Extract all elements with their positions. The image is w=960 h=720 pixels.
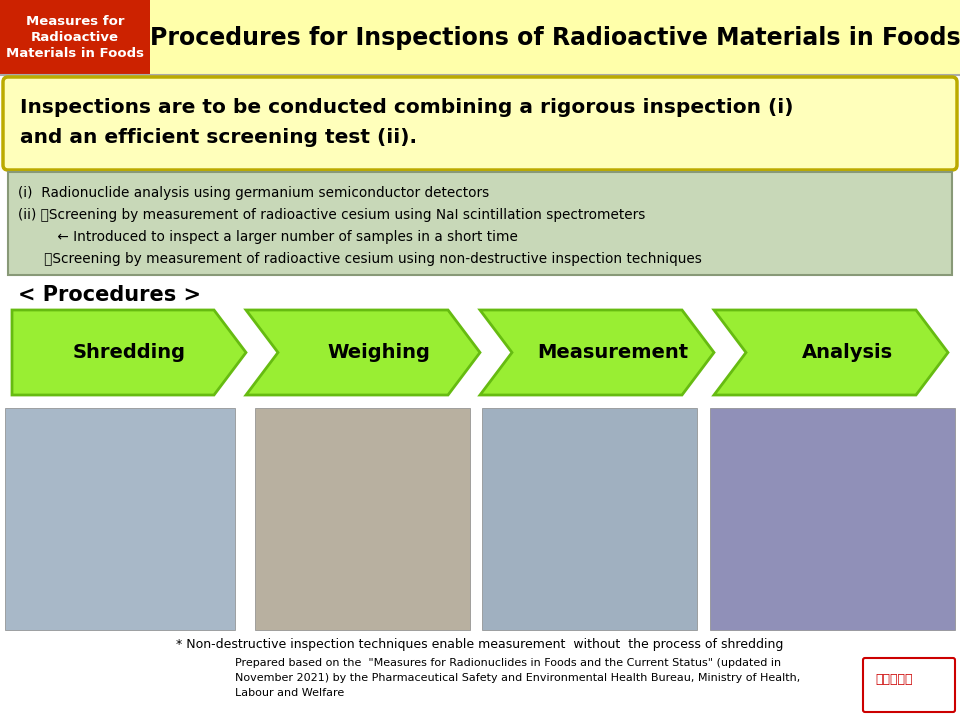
Text: < Procedures >: < Procedures >	[18, 285, 201, 305]
Text: 厚生労働省: 厚生労働省	[875, 673, 913, 686]
Polygon shape	[12, 310, 246, 395]
FancyBboxPatch shape	[482, 408, 697, 630]
Text: ← Introduced to inspect a larger number of samples in a short time: ← Introduced to inspect a larger number …	[18, 230, 517, 244]
Text: Measures for
Radioactive
Materials in Foods: Measures for Radioactive Materials in Fo…	[6, 15, 144, 60]
FancyBboxPatch shape	[863, 658, 955, 712]
FancyBboxPatch shape	[8, 172, 952, 275]
Text: ・Screening by measurement of radioactive cesium using non-destructive inspection: ・Screening by measurement of radioactive…	[18, 252, 702, 266]
Text: * Non-destructive inspection techniques enable measurement  without  the process: * Non-destructive inspection techniques …	[177, 638, 783, 651]
Polygon shape	[480, 310, 714, 395]
FancyBboxPatch shape	[3, 77, 957, 170]
FancyBboxPatch shape	[0, 0, 960, 75]
Text: Measurement: Measurement	[538, 343, 688, 362]
Text: Inspections are to be conducted combining a rigorous inspection (i): Inspections are to be conducted combinin…	[20, 98, 794, 117]
Text: and an efficient screening test (ii).: and an efficient screening test (ii).	[20, 128, 417, 147]
FancyBboxPatch shape	[0, 0, 150, 75]
Polygon shape	[714, 310, 948, 395]
Text: Analysis: Analysis	[802, 343, 893, 362]
FancyBboxPatch shape	[255, 408, 470, 630]
Polygon shape	[246, 310, 480, 395]
Text: (ii) ・Screening by measurement of radioactive cesium using NaI scintillation spe: (ii) ・Screening by measurement of radioa…	[18, 208, 645, 222]
FancyBboxPatch shape	[5, 408, 235, 630]
Text: Shredding: Shredding	[73, 343, 185, 362]
Text: Weighing: Weighing	[327, 343, 430, 362]
Text: (i)  Radionuclide analysis using germanium semiconductor detectors: (i) Radionuclide analysis using germaniu…	[18, 186, 490, 200]
Text: Procedures for Inspections of Radioactive Materials in Foods: Procedures for Inspections of Radioactiv…	[150, 25, 960, 50]
FancyBboxPatch shape	[710, 408, 955, 630]
Text: Prepared based on the  "Measures for Radionuclides in Foods and the Current Stat: Prepared based on the "Measures for Radi…	[235, 658, 801, 698]
